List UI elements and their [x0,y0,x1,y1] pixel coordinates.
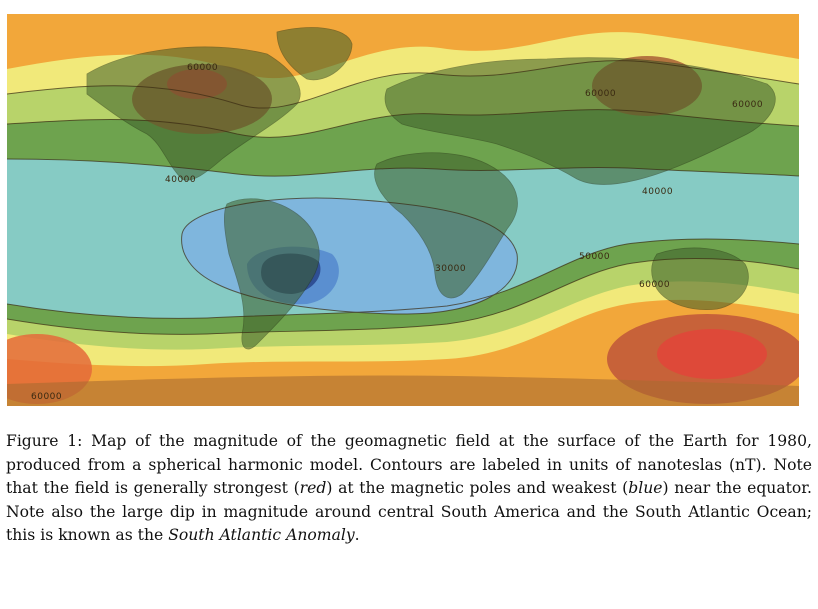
continents [86,27,776,350]
australia [651,247,749,310]
caption-label: Figure 1: [6,432,83,450]
map-svg: 60000 60000 40000 40000 30000 50000 6000… [7,14,799,406]
figure-caption: Figure 1: Map of the magnitude of the ge… [6,432,812,545]
caption-text: at the magnetic poles and weakest [332,479,623,498]
contour-lines [7,60,799,335]
contour-label: 60000 [732,100,763,110]
contour-label: 30000 [435,264,466,274]
contour-label: 60000 [585,89,616,99]
caption-text: Map of the magnitude of the geomagnetic … [6,432,812,498]
caption-red-word: red [299,479,327,498]
caption-text: near the equator. Note also the large di… [6,479,812,545]
contour-label: 60000 [639,280,670,290]
antarctic-band [7,375,799,406]
caption-blue-word: blue [628,479,663,498]
contour-label: 60000 [187,63,218,73]
caption-text: . [354,526,360,545]
contour-line [7,158,799,177]
south-pacific-maximum-core [657,329,767,379]
caption-anomaly-name: South Atlantic Anomaly [168,526,355,545]
eurasia [384,57,776,185]
north-america [86,46,301,181]
south-america [223,198,320,350]
greenland [276,27,353,81]
contour-label: 40000 [642,187,673,197]
contour-line [7,258,799,335]
geomagnetic-field-map: 60000 60000 40000 40000 30000 50000 6000… [7,14,799,406]
contour-line [7,60,799,109]
contour-line [181,197,518,315]
contour-label: 40000 [165,175,196,185]
africa [374,152,518,299]
contour-label: 50000 [579,252,610,262]
contour-label: 60000 [31,392,62,402]
contour-line [7,109,799,138]
contour-line [7,238,799,319]
